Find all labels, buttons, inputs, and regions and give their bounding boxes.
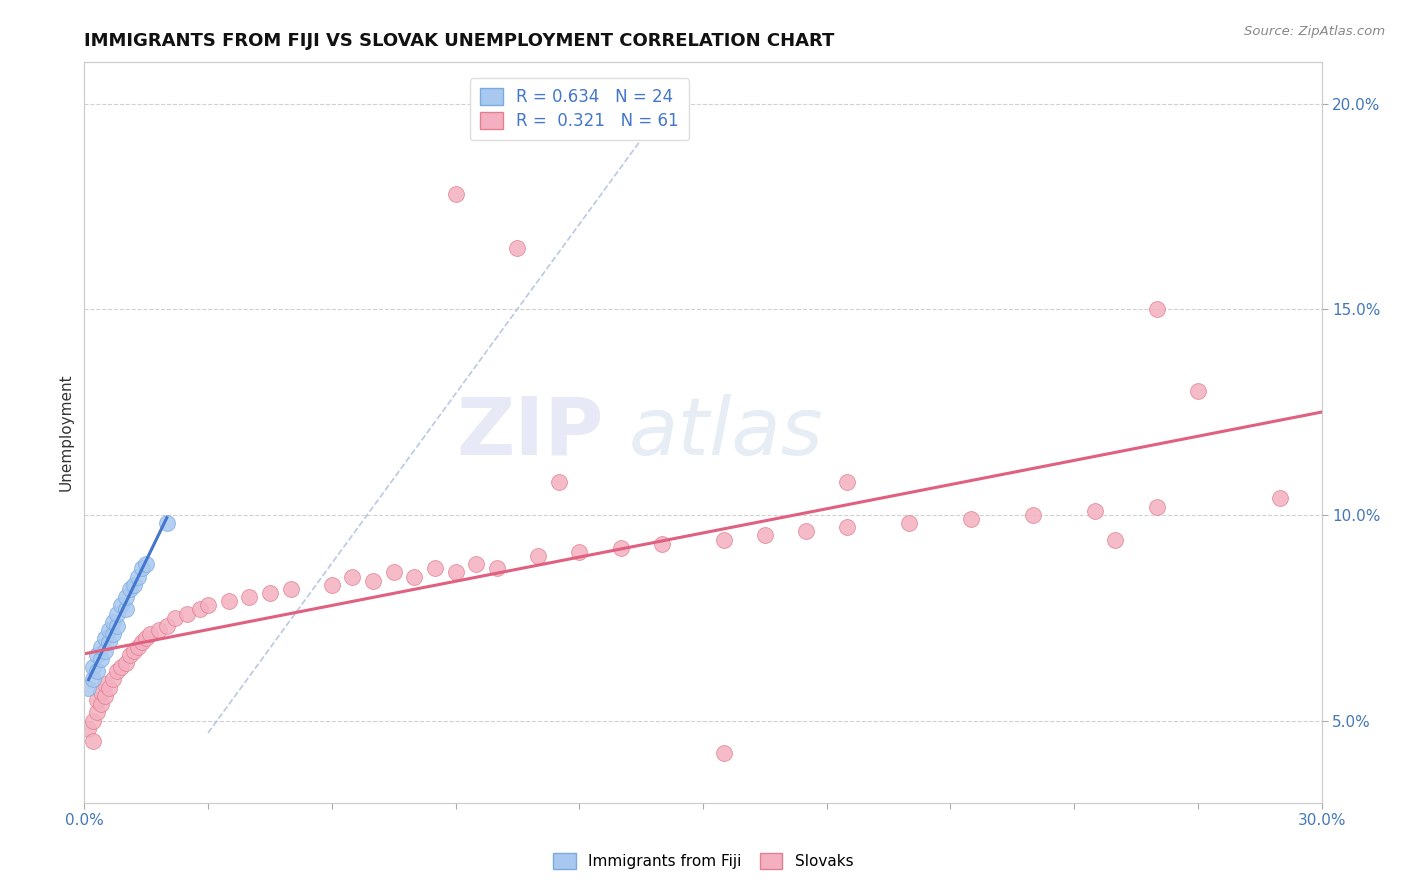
Point bbox=[90, 697, 112, 711]
Point bbox=[898, 516, 921, 530]
Point bbox=[960, 512, 983, 526]
Point bbox=[238, 590, 260, 604]
Point bbox=[114, 602, 136, 616]
Point bbox=[218, 594, 240, 608]
Point bbox=[1146, 302, 1168, 317]
Point bbox=[342, 569, 364, 583]
Point bbox=[86, 648, 108, 662]
Point bbox=[527, 549, 550, 563]
Point bbox=[122, 578, 145, 592]
Point bbox=[423, 561, 446, 575]
Point bbox=[156, 619, 179, 633]
Text: Source: ZipAtlas.com: Source: ZipAtlas.com bbox=[1244, 25, 1385, 38]
Point bbox=[131, 561, 153, 575]
Point bbox=[444, 566, 467, 580]
Point bbox=[131, 635, 153, 649]
Point bbox=[122, 643, 145, 657]
Point bbox=[361, 574, 384, 588]
Point bbox=[794, 524, 817, 539]
Point bbox=[1084, 504, 1107, 518]
Point bbox=[94, 632, 117, 646]
Point bbox=[103, 673, 125, 687]
Y-axis label: Unemployment: Unemployment bbox=[59, 374, 75, 491]
Point bbox=[837, 520, 859, 534]
Text: atlas: atlas bbox=[628, 393, 824, 472]
Point bbox=[118, 582, 141, 596]
Legend: Immigrants from Fiji, Slovaks: Immigrants from Fiji, Slovaks bbox=[547, 847, 859, 875]
Point bbox=[110, 599, 132, 613]
Point bbox=[506, 240, 529, 255]
Point bbox=[82, 673, 104, 687]
Point bbox=[165, 611, 187, 625]
Point bbox=[127, 640, 149, 654]
Point bbox=[90, 640, 112, 654]
Point bbox=[94, 689, 117, 703]
Point bbox=[98, 681, 121, 695]
Point bbox=[1187, 384, 1209, 399]
Point bbox=[1146, 500, 1168, 514]
Point bbox=[135, 632, 157, 646]
Point bbox=[86, 706, 108, 720]
Point bbox=[82, 714, 104, 728]
Text: ZIP: ZIP bbox=[457, 393, 605, 472]
Point bbox=[485, 561, 508, 575]
Point bbox=[321, 578, 343, 592]
Point bbox=[713, 747, 735, 761]
Point bbox=[94, 643, 117, 657]
Point bbox=[118, 648, 141, 662]
Point bbox=[82, 734, 104, 748]
Point bbox=[114, 656, 136, 670]
Point bbox=[404, 569, 426, 583]
Point bbox=[382, 566, 405, 580]
Point bbox=[105, 607, 128, 621]
Point bbox=[77, 681, 100, 695]
Point bbox=[1022, 508, 1045, 522]
Point bbox=[114, 590, 136, 604]
Point bbox=[98, 623, 121, 637]
Point bbox=[280, 582, 302, 596]
Point bbox=[197, 599, 219, 613]
Point bbox=[1104, 533, 1126, 547]
Point bbox=[547, 475, 569, 489]
Point bbox=[110, 660, 132, 674]
Point bbox=[651, 537, 673, 551]
Point bbox=[127, 569, 149, 583]
Point bbox=[105, 619, 128, 633]
Point bbox=[86, 664, 108, 678]
Point bbox=[139, 627, 162, 641]
Point bbox=[90, 685, 112, 699]
Point bbox=[94, 676, 117, 690]
Point bbox=[609, 541, 631, 555]
Point bbox=[176, 607, 198, 621]
Point bbox=[98, 635, 121, 649]
Point bbox=[135, 558, 157, 572]
Point bbox=[568, 545, 591, 559]
Point bbox=[86, 693, 108, 707]
Point bbox=[148, 623, 170, 637]
Point bbox=[90, 652, 112, 666]
Point bbox=[82, 660, 104, 674]
Point bbox=[754, 528, 776, 542]
Point bbox=[156, 516, 179, 530]
Point bbox=[1270, 491, 1292, 506]
Point bbox=[103, 615, 125, 629]
Legend: R = 0.634   N = 24, R =  0.321   N = 61: R = 0.634 N = 24, R = 0.321 N = 61 bbox=[470, 78, 689, 140]
Point bbox=[465, 558, 488, 572]
Text: IMMIGRANTS FROM FIJI VS SLOVAK UNEMPLOYMENT CORRELATION CHART: IMMIGRANTS FROM FIJI VS SLOVAK UNEMPLOYM… bbox=[84, 32, 835, 50]
Point bbox=[444, 187, 467, 202]
Point bbox=[837, 475, 859, 489]
Point bbox=[188, 602, 211, 616]
Point bbox=[77, 722, 100, 736]
Point bbox=[259, 586, 281, 600]
Point bbox=[105, 664, 128, 678]
Point bbox=[103, 627, 125, 641]
Point bbox=[713, 533, 735, 547]
